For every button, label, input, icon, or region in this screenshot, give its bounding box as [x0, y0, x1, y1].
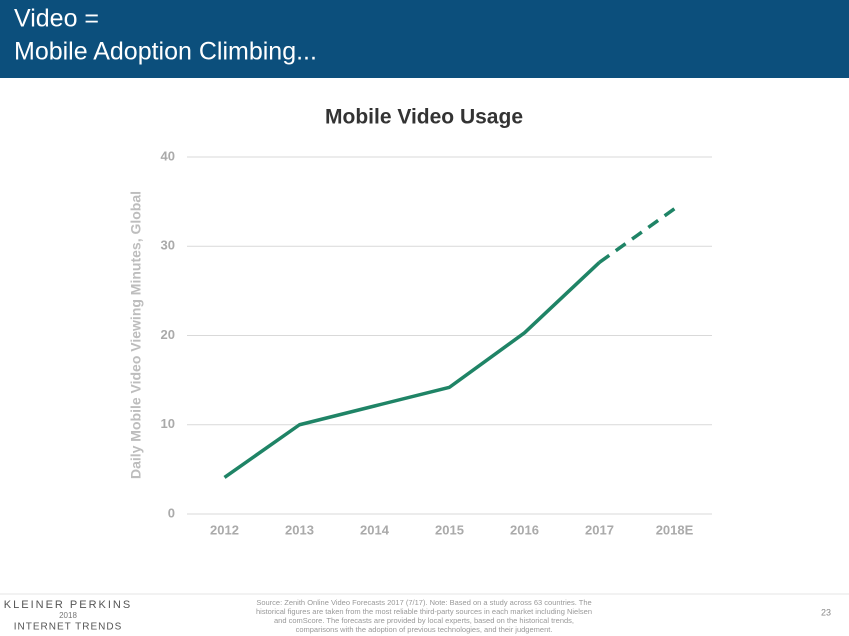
- data-line: [598, 207, 676, 264]
- y-tick-label: 20: [161, 327, 175, 342]
- source-note: and comScore. The forecasts are provided…: [274, 616, 574, 625]
- y-tick-label: 30: [161, 238, 175, 253]
- logo-text: KLEINER PERKINS: [4, 599, 132, 611]
- header-title: Video =: [14, 5, 99, 33]
- y-tick-label: 0: [168, 505, 175, 520]
- page-number: 23: [821, 607, 831, 617]
- header-band: [0, 0, 849, 78]
- x-tick-label: 2015: [435, 522, 464, 537]
- x-tick-label: 2013: [285, 522, 314, 537]
- source-note: Source: Zenith Online Video Forecasts 20…: [256, 598, 591, 607]
- chart-title: Mobile Video Usage: [325, 106, 523, 129]
- x-tick-label: 2016: [510, 522, 539, 537]
- y-tick-label: 40: [161, 148, 175, 163]
- x-tick-label: 2014: [360, 522, 390, 537]
- x-tick-label: 2012: [210, 522, 239, 537]
- logo-text: INTERNET TRENDS: [14, 622, 123, 633]
- x-tick-label: 2017: [585, 522, 614, 537]
- x-tick-label: 2018E: [656, 522, 694, 537]
- y-axis-label: Daily Mobile Video Viewing Minutes, Glob…: [128, 191, 144, 479]
- source-note: historical figures are taken from the mo…: [256, 607, 592, 616]
- data-line: [223, 261, 601, 479]
- source-note: comparisons with the adoption of previou…: [296, 625, 553, 634]
- y-tick-label: 10: [161, 416, 175, 431]
- logo-text: 2018: [59, 611, 77, 620]
- header-title: Mobile Adoption Climbing...: [14, 38, 317, 66]
